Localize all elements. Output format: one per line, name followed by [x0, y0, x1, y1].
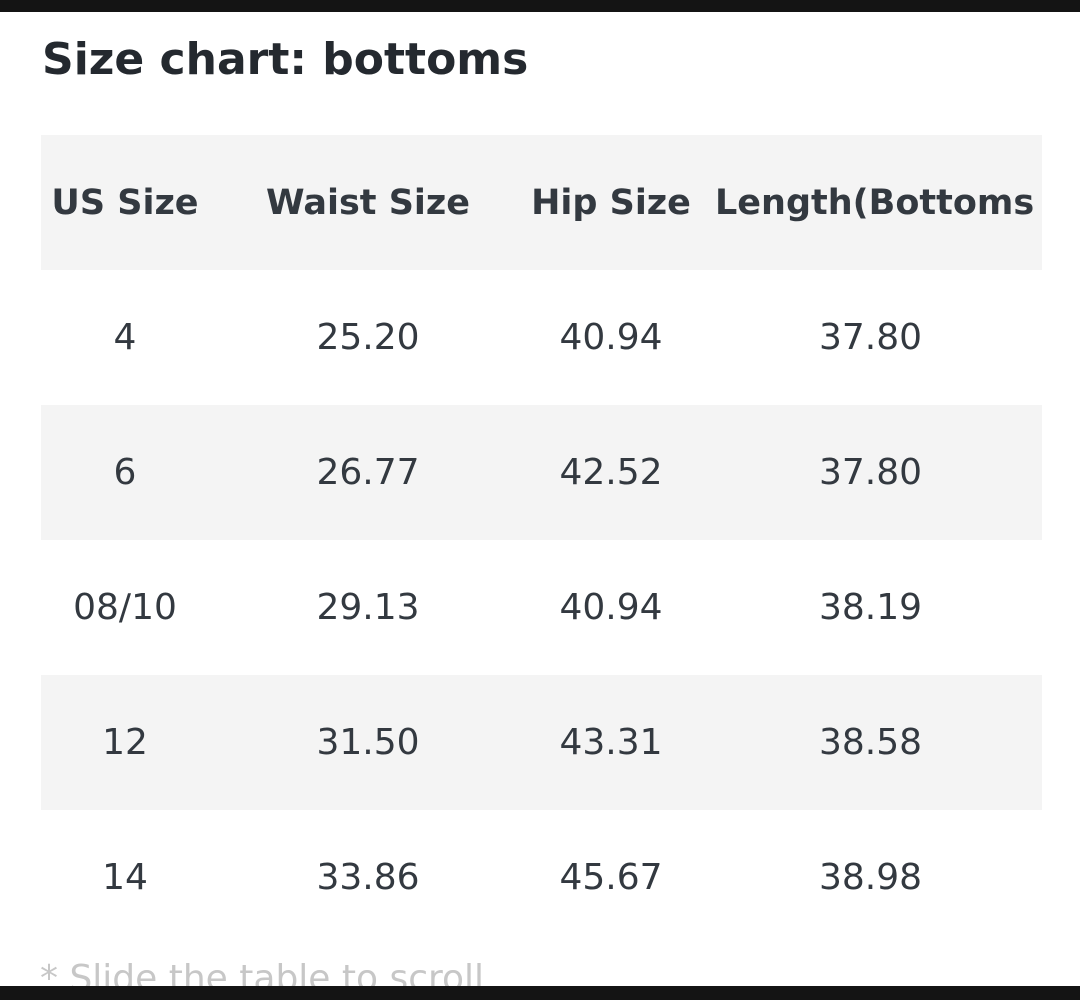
cell-us-size: 6 — [113, 452, 137, 493]
cell-waist-size: 33.86 — [316, 857, 420, 898]
cell-us-size: 08/10 — [73, 587, 177, 628]
cell-hip-size: 40.94 — [559, 317, 663, 358]
cell-us-size: 12 — [102, 722, 148, 763]
column-header-us-size: US Size — [51, 182, 199, 223]
column-header-waist-size: Waist Size — [265, 182, 471, 223]
cell-length: 38.19 — [819, 587, 923, 628]
table-row: 12 31.50 43.31 38.58 — [41, 675, 1042, 810]
cell-length: 37.80 — [819, 317, 923, 358]
cell-length: 37.80 — [819, 452, 923, 493]
table-row: 08/10 29.13 40.94 38.19 — [41, 540, 1042, 675]
size-table-scroll-container[interactable]: US Size Waist Size Hip Size Length(Botto… — [41, 135, 1042, 945]
cell-hip-size: 40.94 — [559, 587, 663, 628]
cell-waist-size: 31.50 — [316, 722, 420, 763]
column-header-hip-size: Hip Size — [531, 182, 691, 223]
cell-us-size: 4 — [113, 317, 137, 358]
column-header-length: Length(Bottoms — [715, 182, 1035, 223]
table-row: 4 25.20 40.94 37.80 — [41, 270, 1042, 405]
cell-hip-size: 42.52 — [559, 452, 663, 493]
page-title: Size chart: bottoms — [42, 34, 529, 85]
cell-length: 38.98 — [819, 857, 923, 898]
cell-length: 38.58 — [819, 722, 923, 763]
cell-hip-size: 43.31 — [559, 722, 663, 763]
cell-waist-size: 26.77 — [316, 452, 420, 493]
cell-waist-size: 25.20 — [316, 317, 420, 358]
table-header-row: US Size Waist Size Hip Size Length(Botto… — [41, 135, 1042, 270]
size-chart-table: US Size Waist Size Hip Size Length(Botto… — [41, 135, 1042, 945]
cell-hip-size: 45.67 — [559, 857, 663, 898]
table-row: 6 26.77 42.52 37.80 — [41, 405, 1042, 540]
cell-us-size: 14 — [102, 857, 148, 898]
cell-waist-size: 29.13 — [316, 587, 420, 628]
bottom-bar — [0, 986, 1080, 1000]
table-row: 14 33.86 45.67 38.98 — [41, 810, 1042, 945]
status-bar — [0, 0, 1080, 12]
